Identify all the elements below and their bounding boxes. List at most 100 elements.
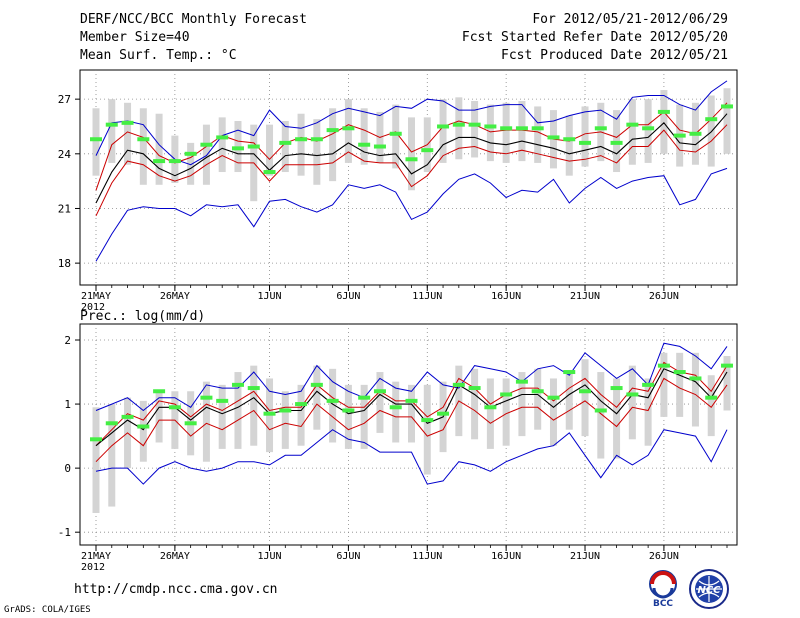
- panel-2-marker: [200, 395, 213, 400]
- panel-2-spread-box: [108, 404, 116, 507]
- panel-1-marker: [579, 140, 592, 145]
- panel-2-marker: [342, 408, 355, 413]
- panel-1-spread-box: [360, 108, 368, 165]
- panel-1-spread-box: [266, 124, 274, 176]
- panel-2-marker: [121, 414, 134, 419]
- panel-1-marker: [184, 151, 197, 156]
- variable-label-precipitation: Prec.: log(mm/d): [80, 309, 205, 324]
- panel-1-spread-box: [187, 142, 195, 185]
- panel-1-marker: [295, 137, 308, 142]
- panel-2-spread-box: [92, 407, 100, 513]
- panel-1-spread-box: [534, 106, 542, 163]
- panel-1-spread-box: [439, 99, 447, 163]
- panel-2-spread-box: [139, 400, 147, 462]
- panel-1-marker: [231, 146, 244, 151]
- panel-1-spread-box: [502, 102, 510, 163]
- panel-1-spread-box: [297, 113, 305, 176]
- panel-2-spread-box: [234, 372, 242, 449]
- panel-2-marker: [263, 411, 276, 416]
- panel-2-marker: [500, 392, 513, 397]
- panel-2-marker: [389, 405, 402, 410]
- panel-2-spread-box: [676, 352, 684, 417]
- panel-1-line-upper: [95, 102, 728, 191]
- panel-1-marker: [326, 128, 339, 133]
- panel-1-marker: [153, 159, 166, 164]
- panel-1-marker: [342, 126, 355, 131]
- panel-2-spread-box: [597, 372, 605, 459]
- panel-1-marker: [515, 126, 528, 131]
- panel-1-spread-box: [455, 97, 463, 160]
- panel-2-marker: [484, 405, 497, 410]
- member-size: Member Size=40: [80, 30, 190, 45]
- panel-1-marker: [594, 126, 607, 131]
- panel-1-spread-box: [565, 115, 573, 176]
- panel-2-marker: [90, 437, 102, 442]
- panel-1-marker: [405, 157, 418, 162]
- panel-2-marker: [105, 421, 118, 426]
- panel-1-marker: [247, 144, 260, 149]
- panel-2-spread-box: [376, 372, 384, 433]
- panel-2-marker: [626, 392, 639, 397]
- panel-1-spread-box: [202, 124, 210, 185]
- panel-2-xtick-label: 21JUN: [570, 551, 600, 562]
- forecast-period: For 2012/05/21-2012/06/29: [532, 12, 728, 27]
- panel-1-ytick-label: 27: [58, 93, 71, 106]
- panel-2-spread-box: [723, 356, 731, 411]
- panel-2-marker: [421, 418, 434, 423]
- panel-1-spread-box: [581, 106, 589, 167]
- panel-2-line-mean: [95, 368, 728, 447]
- panel-2-marker: [689, 376, 702, 381]
- panel-2-spread-box: [313, 365, 321, 430]
- panel-2-marker: [153, 389, 166, 394]
- panel-1-marker: [721, 104, 733, 109]
- panel-1-frame: [79, 69, 738, 286]
- panel-2-spread-box: [281, 391, 289, 449]
- panel-1-spread-box: [139, 108, 147, 185]
- panel-1-marker: [421, 148, 434, 153]
- panel-2-marker: [231, 382, 244, 387]
- panel-1-line-lower: [95, 124, 728, 217]
- panel-1-spread-box: [218, 117, 226, 173]
- panel-1-marker: [689, 131, 702, 136]
- panel-1-xtick-label: 21JUN: [570, 291, 600, 302]
- panel-2-spread-box: [660, 352, 668, 417]
- panel-1-marker: [263, 170, 276, 175]
- panel-1-ytick-label: 18: [58, 257, 71, 270]
- panel-1-spread-box: [329, 108, 337, 182]
- panel-2-year-label: 2012: [81, 562, 105, 573]
- panel-2-spread-box: [644, 378, 652, 446]
- panel-2-marker: [721, 363, 733, 368]
- panel-2-ytick-label: 2: [64, 334, 71, 347]
- panel-2-xtick-label: 26MAY: [160, 551, 190, 562]
- panel-1-xtick-label: 26MAY: [160, 291, 190, 302]
- panel-2-marker: [515, 379, 528, 384]
- panel-2-marker: [673, 370, 686, 375]
- panel-1-xtick-label: 6JUN: [336, 291, 360, 302]
- panel-2-spread-box: [518, 372, 526, 437]
- panel-1-marker: [121, 120, 134, 125]
- forecast-start-date: Fcst Started Refer Date 2012/05/20: [461, 30, 728, 45]
- panel-1-marker: [705, 117, 718, 122]
- panel-1-marker: [547, 135, 560, 140]
- website-url[interactable]: http://cmdp.ncc.cma.gov.cn: [74, 582, 278, 597]
- panel-2-marker: [216, 398, 229, 403]
- variable-label-temperature: Mean Surf. Temp.: °C: [80, 48, 237, 63]
- panel-2-marker: [705, 395, 718, 400]
- panel-1-marker: [137, 137, 150, 142]
- panel-1-marker: [216, 135, 229, 140]
- panel-1-spread-box: [124, 102, 132, 165]
- panel-1-spread-box: [313, 119, 321, 185]
- panel-2-ytick-label: -1: [58, 526, 71, 539]
- panel-2-spread-box: [691, 352, 699, 427]
- panel-1-marker: [437, 124, 450, 129]
- panel-1-spread-box: [108, 99, 116, 163]
- panel-2-marker: [642, 382, 655, 387]
- chart-title: DERF/NCC/BCC Monthly Forecast: [80, 12, 307, 27]
- panel-2-marker: [579, 389, 592, 394]
- panel-1-marker: [610, 140, 623, 145]
- panel-2-marker: [310, 382, 323, 387]
- panel-1-xtick-label: 16JUN: [491, 291, 521, 302]
- panel-2-spread-box: [534, 368, 542, 430]
- panel-1-marker: [563, 137, 576, 142]
